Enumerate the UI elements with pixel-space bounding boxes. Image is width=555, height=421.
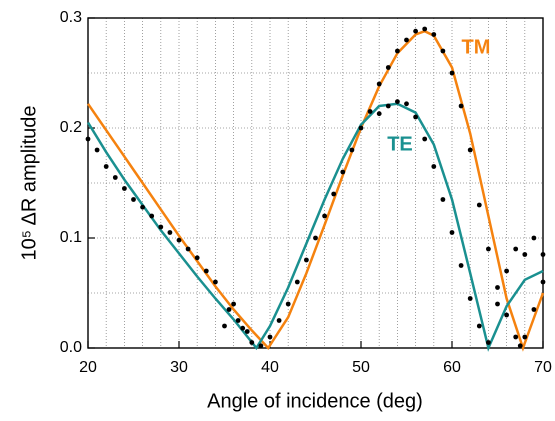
data-point — [176, 237, 182, 243]
data-point — [476, 202, 482, 208]
data-point — [467, 147, 473, 153]
data-point — [495, 285, 500, 290]
data-point — [540, 279, 546, 285]
data-point — [258, 343, 264, 349]
data-point — [467, 296, 473, 301]
data-point — [244, 329, 250, 334]
data-point — [458, 103, 464, 109]
data-point — [422, 136, 428, 142]
data-point — [449, 230, 455, 235]
series-label: TM — [462, 36, 491, 58]
data-point — [285, 301, 291, 307]
data-point — [304, 257, 309, 263]
data-point — [112, 175, 118, 180]
data-point — [486, 246, 491, 252]
y-tick-label: 0.1 — [60, 229, 82, 246]
data-point — [422, 26, 428, 32]
series-label: TE — [387, 133, 413, 155]
data-point — [158, 224, 164, 230]
data-point — [385, 65, 391, 70]
data-point — [449, 70, 455, 76]
data-point — [476, 323, 482, 329]
data-point — [122, 186, 127, 191]
y-axis-label: 10⁵ ΔR amplitude — [18, 105, 40, 260]
data-point — [531, 307, 537, 312]
data-point — [431, 164, 437, 169]
data-point — [294, 279, 300, 285]
data-point — [276, 318, 282, 323]
data-point — [513, 246, 519, 252]
model-curve — [86, 102, 544, 352]
data-point — [167, 230, 173, 235]
x-tick-label: 70 — [534, 359, 552, 376]
data-point — [458, 263, 464, 268]
data-point — [185, 246, 191, 252]
data-point — [194, 255, 200, 261]
x-tick-label: 20 — [79, 359, 97, 376]
data-point — [249, 340, 255, 345]
data-point — [440, 197, 446, 202]
x-axis-label: Angle of incidence (deg) — [207, 390, 423, 412]
x-tick-label: 50 — [352, 359, 370, 376]
data-point — [213, 279, 218, 285]
data-point — [517, 343, 523, 349]
data-point — [440, 48, 446, 54]
data-point — [349, 147, 355, 153]
data-point — [322, 213, 327, 219]
data-point — [395, 48, 400, 54]
data-point — [358, 125, 364, 131]
data-point — [404, 101, 409, 107]
data-point — [404, 37, 409, 43]
data-point — [376, 81, 382, 87]
y-tick-label: 0.2 — [60, 119, 82, 136]
data-point — [240, 325, 246, 331]
data-point — [431, 32, 437, 37]
data-point — [413, 114, 418, 120]
x-tick-label: 30 — [170, 359, 188, 376]
data-point — [531, 235, 537, 241]
data-point — [235, 318, 241, 323]
data-point — [340, 169, 346, 175]
data-point — [226, 307, 232, 312]
data-point — [313, 235, 318, 241]
data-point — [367, 109, 373, 114]
plot-frame — [87, 17, 544, 349]
data-point — [222, 323, 227, 329]
x-tick-label: 60 — [443, 359, 461, 376]
data-point — [522, 252, 528, 257]
data-point — [376, 111, 382, 117]
data-point — [486, 340, 491, 345]
data-point — [140, 204, 146, 210]
data-point — [94, 147, 100, 153]
x-tick-label: 40 — [261, 359, 279, 376]
data-point — [504, 312, 509, 318]
y-tick-label: 0.3 — [60, 9, 82, 26]
data-point — [504, 268, 509, 274]
data-point — [513, 334, 519, 340]
data-point — [85, 136, 91, 142]
data-point — [131, 197, 136, 202]
data-point — [149, 213, 155, 219]
data-point — [267, 334, 273, 340]
data-point — [331, 191, 337, 197]
data-point — [413, 28, 418, 34]
y-tick-label: 0.0 — [60, 339, 82, 356]
data-point — [495, 301, 500, 307]
data-point — [540, 252, 546, 257]
model-curve — [86, 29, 545, 352]
data-point — [395, 99, 400, 104]
data-point — [522, 334, 528, 340]
data-point — [385, 103, 391, 109]
data-point — [103, 164, 109, 169]
data-point — [203, 268, 209, 274]
data-point — [231, 301, 237, 307]
